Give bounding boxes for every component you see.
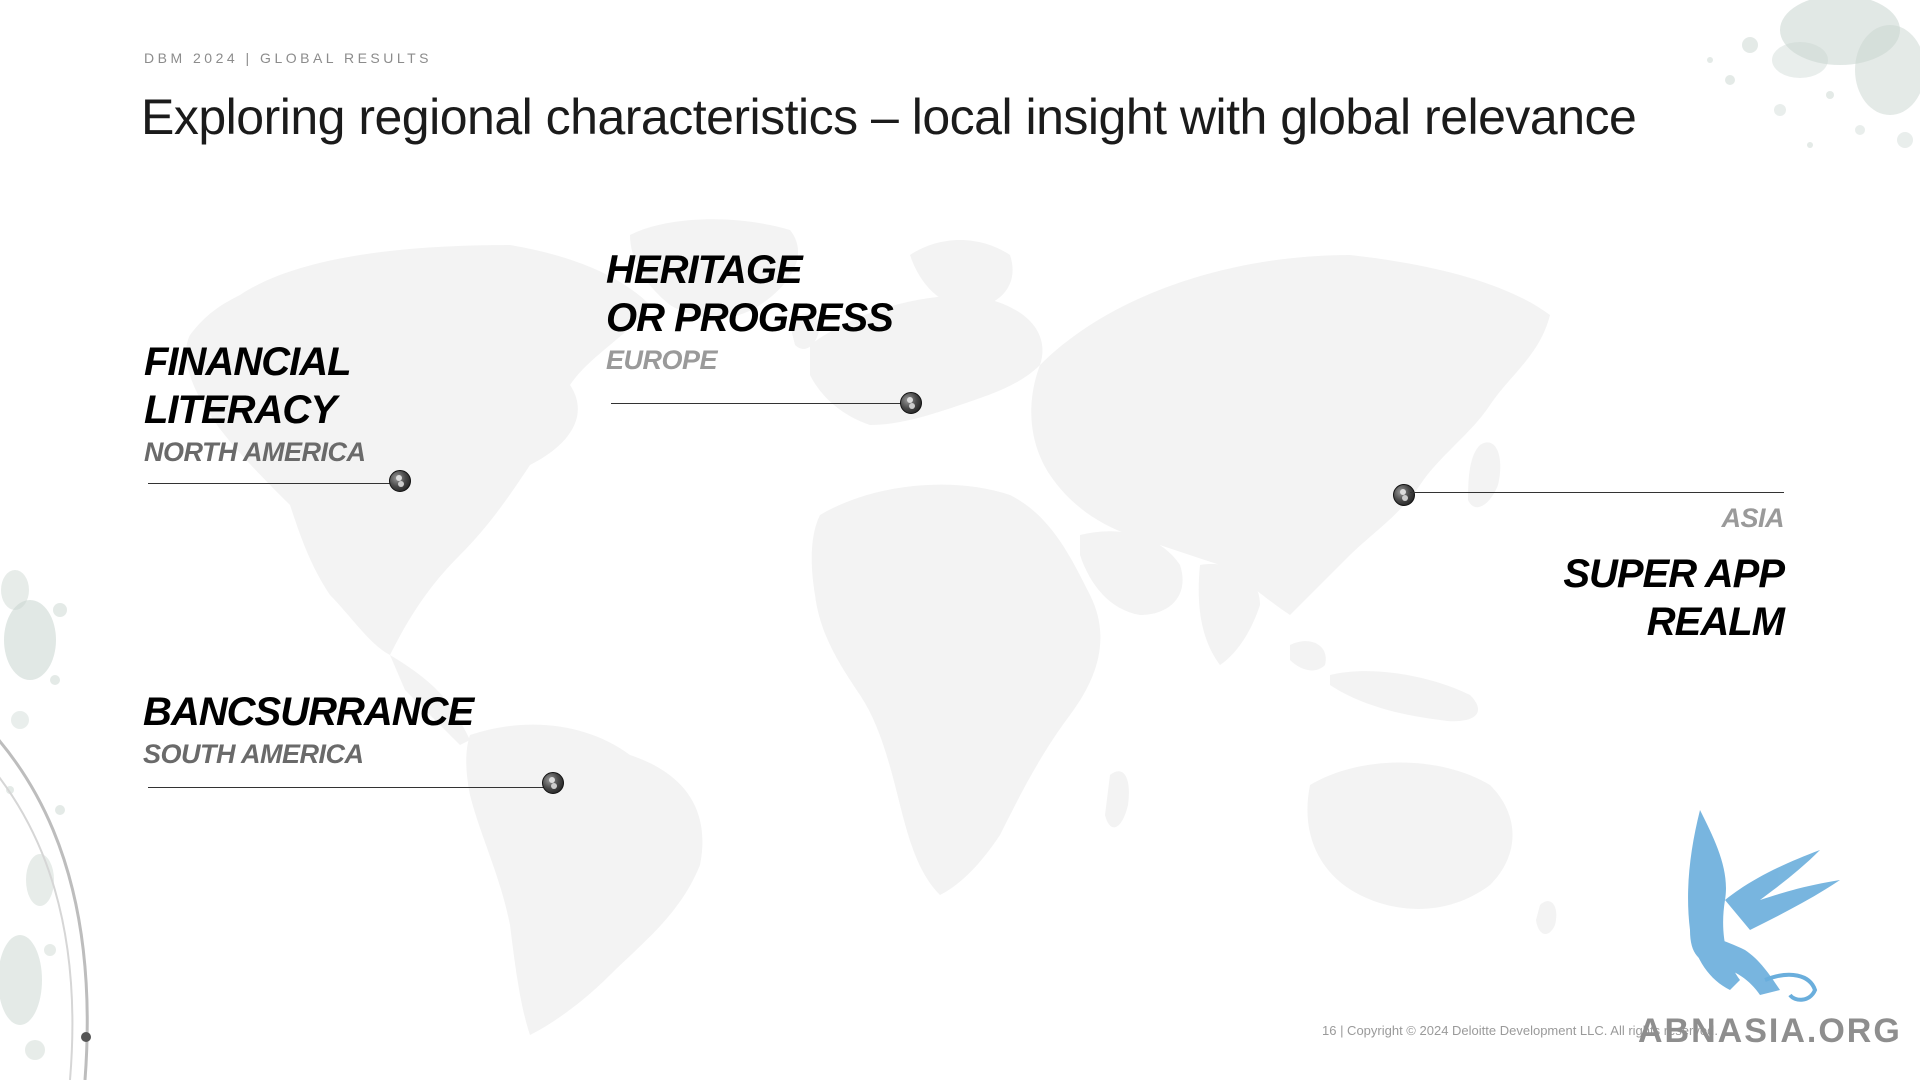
location-pin-icon xyxy=(542,772,564,794)
location-pin-icon xyxy=(1393,484,1415,506)
callout-asia: ASIA SUPER APP REALM xyxy=(1480,502,1785,646)
page-title: Exploring regional characteristics – loc… xyxy=(141,89,1637,145)
eyebrow-label: DBM 2024 | GLOBAL RESULTS xyxy=(144,50,432,66)
callout-asia-region: ASIA xyxy=(1721,503,1784,533)
callout-north-america-title-line1: FINANCIAL xyxy=(144,340,352,384)
leader-line-asia xyxy=(1410,492,1784,493)
location-pin-icon xyxy=(900,392,922,414)
callout-europe-region: EUROPE xyxy=(606,345,718,375)
callout-asia-title-line2: REALM xyxy=(1646,600,1785,644)
leader-line-europe xyxy=(611,403,911,404)
callout-europe: HERITAGE OR PROGRESS EUROPE xyxy=(606,246,894,376)
leader-line-south-america xyxy=(148,787,548,788)
callout-asia-title-line1: SUPER APP xyxy=(1563,552,1785,596)
callout-north-america: FINANCIAL LITERACY NORTH AMERICA xyxy=(144,338,366,468)
watercolor-top-right xyxy=(1707,0,1920,148)
leader-line-north-america xyxy=(148,483,394,484)
world-map xyxy=(186,219,1557,1035)
callout-europe-title-line1: HERITAGE xyxy=(606,248,803,292)
callout-europe-title-line2: OR PROGRESS xyxy=(606,296,894,340)
callout-north-america-title-line2: LITERACY xyxy=(144,388,337,432)
callout-south-america-title-line1: BANCSURRANCE xyxy=(143,690,474,734)
watercolor-left xyxy=(0,570,91,1080)
footer-copyright: 16 | Copyright © 2024 Deloitte Developme… xyxy=(1322,1023,1718,1038)
griffin-logo-icon xyxy=(1688,810,1840,1002)
watermark-text: ABNASIA.ORG xyxy=(1638,1012,1902,1050)
callout-north-america-region: NORTH AMERICA xyxy=(144,437,366,467)
callout-south-america: BANCSURRANCE SOUTH AMERICA xyxy=(143,688,474,770)
location-pin-icon xyxy=(389,470,411,492)
callout-south-america-region: SOUTH AMERICA xyxy=(143,739,364,769)
